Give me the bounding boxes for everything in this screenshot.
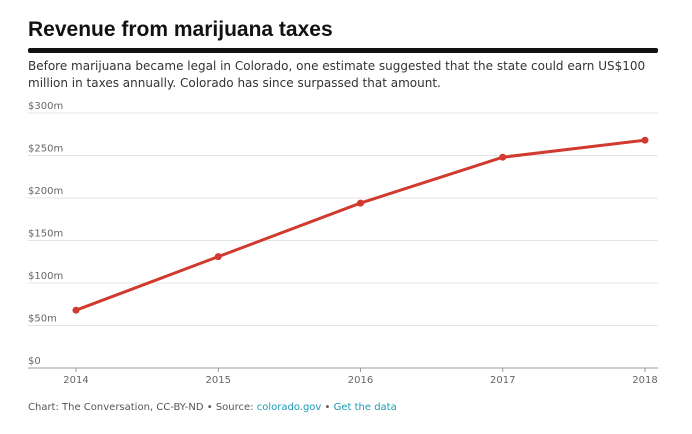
- chart-title: Revenue from marijuana taxes: [28, 18, 333, 41]
- y-tick-label: $200m: [28, 186, 63, 197]
- y-tick-label: $150m: [28, 229, 63, 240]
- credit: Chart: The Conversation, CC-BY-ND: [28, 402, 204, 413]
- line: [75, 138, 646, 312]
- x-tick-label: 2014: [63, 375, 88, 386]
- point: [499, 153, 507, 161]
- separator: •: [324, 402, 331, 413]
- point: [357, 199, 364, 207]
- y-tick-label: $250m: [28, 144, 63, 155]
- footer: Chart: The Conversation, CC-BY-ND • Sour…: [28, 402, 397, 413]
- chart: $0 $50m $100m $150m $200m $250m $300m 2014 2015 2…: [28, 101, 658, 386]
- separator: •: [206, 402, 213, 413]
- x-tick-label: 2017: [490, 375, 515, 386]
- source-link[interactable]: colorado.gov: [256, 402, 322, 413]
- data-link[interactable]: Get the data: [333, 402, 397, 413]
- y-tick-label: $0: [28, 356, 41, 367]
- x-tick-label: 2016: [348, 375, 373, 386]
- y-tick-label: $300m: [28, 101, 63, 112]
- source-label: Source:: [215, 402, 254, 413]
- x-tick-label: 2015: [206, 375, 231, 386]
- point: [214, 253, 222, 261]
- y-tick-label: $100m: [28, 271, 63, 282]
- x-tick-label: 2018: [632, 375, 657, 386]
- y-tick-label: $50m: [28, 314, 57, 325]
- chart-subtitle: Before marijuana became legal in Colorad…: [28, 59, 646, 90]
- title-rule: [28, 48, 658, 53]
- point: [72, 306, 80, 314]
- point: [641, 136, 649, 144]
